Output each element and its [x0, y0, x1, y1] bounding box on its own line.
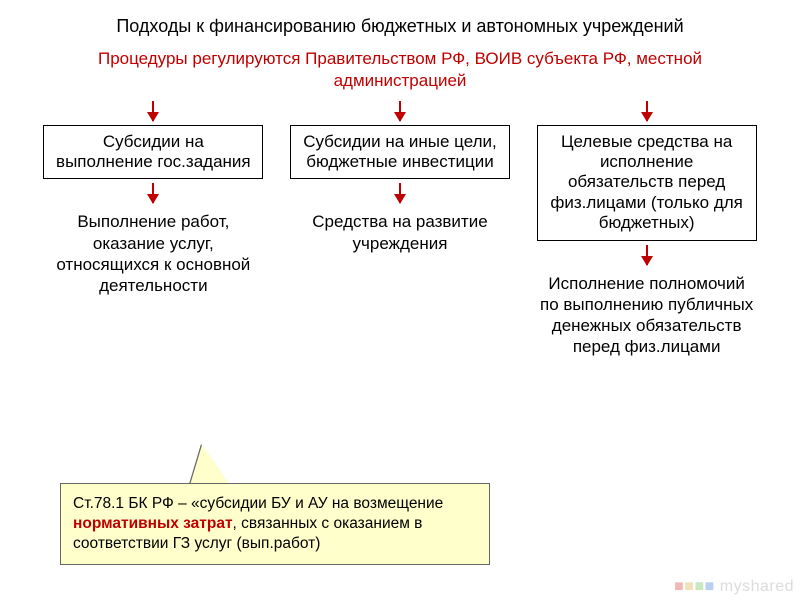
box-subsidies-task: Субсидии на выполнение гос.задания	[43, 125, 263, 180]
arrow-down-icon	[399, 101, 401, 121]
desc-1: Выполнение работ, оказание услуг, относя…	[43, 211, 263, 296]
desc-2: Средства на развитие учреждения	[290, 211, 510, 254]
arrow-down-icon	[152, 101, 154, 121]
watermark-dot-icon: ■	[684, 578, 694, 595]
columns-row: Субсидии на выполнение гос.задания Выпол…	[0, 97, 800, 358]
callout-prefix: Ст.78.1 БК РФ – «субсидии БУ и АУ на воз…	[73, 495, 443, 512]
watermark-dot-icon: ■	[694, 578, 704, 595]
box-targeted-funds: Целевые средства на исполнение обязатель…	[537, 125, 757, 241]
callout-box: Ст.78.1 БК РФ – «субсидии БУ и АУ на воз…	[60, 483, 490, 565]
column-2: Субсидии на иные цели, бюджетные инвести…	[290, 97, 510, 358]
page-title: Подходы к финансированию бюджетных и авт…	[0, 0, 800, 42]
watermark: ■■■■ myshared	[674, 578, 794, 596]
arrow-down-icon	[152, 183, 154, 203]
arrow-down-icon	[399, 183, 401, 203]
desc-3: Исполнение полномочий по выполнению публ…	[537, 273, 757, 358]
box-subsidies-other: Субсидии на иные цели, бюджетные инвести…	[290, 125, 510, 180]
page-subtitle: Процедуры регулируются Правительством РФ…	[0, 42, 800, 92]
callout-pointer-icon	[190, 445, 230, 485]
callout-container: Ст.78.1 БК РФ – «субсидии БУ и АУ на воз…	[60, 483, 490, 565]
column-3: Целевые средства на исполнение обязатель…	[537, 97, 757, 358]
arrow-down-icon	[646, 101, 648, 121]
watermark-dot-icon: ■	[705, 578, 715, 595]
watermark-text: myshared	[720, 578, 794, 595]
arrow-down-icon	[646, 245, 648, 265]
column-1: Субсидии на выполнение гос.задания Выпол…	[43, 97, 263, 358]
callout-highlight: нормативных затрат	[73, 515, 233, 532]
watermark-dot-icon: ■	[674, 578, 684, 595]
